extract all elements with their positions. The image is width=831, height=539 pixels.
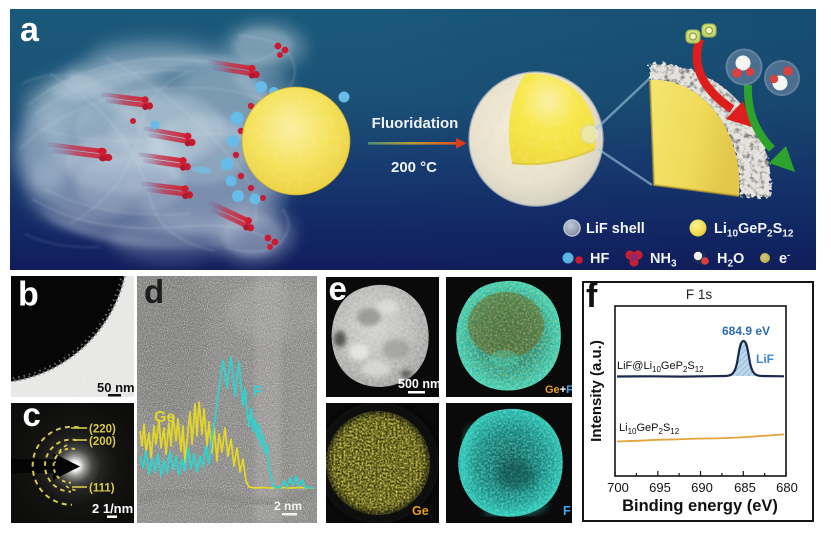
svg-text:f: f [586, 281, 598, 315]
svg-text:685: 685 [734, 480, 756, 495]
svg-text:b: b [18, 276, 39, 314]
svg-text:Fluoridation: Fluoridation [372, 115, 459, 132]
svg-text:(111): (111) [89, 483, 115, 495]
svg-text:700: 700 [607, 480, 629, 495]
svg-text:d: d [144, 276, 164, 310]
svg-text:50 nm: 50 nm [97, 380, 134, 395]
svg-text:HF: HF [590, 251, 609, 267]
svg-text:690: 690 [691, 480, 713, 495]
svg-text:LiF: LiF [756, 352, 774, 366]
svg-text:F 1s: F 1s [686, 287, 713, 302]
svg-text:(220): (220) [89, 424, 116, 436]
svg-text:500 nm: 500 nm [398, 377, 439, 391]
svg-text:200 °C: 200 °C [391, 159, 437, 176]
svg-text:684.9 eV: 684.9 eV [722, 324, 770, 338]
svg-text:e: e [329, 277, 347, 307]
svg-text:LiF shell: LiF shell [586, 221, 645, 237]
svg-text:F: F [253, 383, 262, 400]
svg-text:2 nm: 2 nm [274, 499, 302, 513]
svg-text:(200): (200) [89, 436, 116, 448]
svg-text:Ge: Ge [412, 504, 429, 518]
svg-text:LiF@Li10GeP2S12: LiF@Li10GeP2S12 [617, 360, 704, 374]
svg-text:H2O: H2O [717, 251, 744, 270]
svg-text:2 1/nm: 2 1/nm [92, 501, 133, 516]
svg-text:Ge: Ge [154, 409, 175, 426]
svg-text:NH3: NH3 [650, 251, 677, 270]
svg-text:e-: e- [779, 250, 790, 267]
svg-text:680: 680 [776, 480, 798, 495]
svg-text:Intensity (a.u.): Intensity (a.u.) [588, 340, 605, 442]
svg-text:c: c [23, 403, 41, 433]
svg-text:Binding energy (eV): Binding energy (eV) [622, 497, 778, 515]
svg-text:695: 695 [649, 480, 671, 495]
svg-text:Ge+F: Ge+F [545, 384, 572, 396]
svg-text:Li10GeP2S12: Li10GeP2S12 [714, 221, 794, 240]
svg-text:F: F [563, 504, 571, 518]
svg-text:a: a [20, 11, 40, 49]
